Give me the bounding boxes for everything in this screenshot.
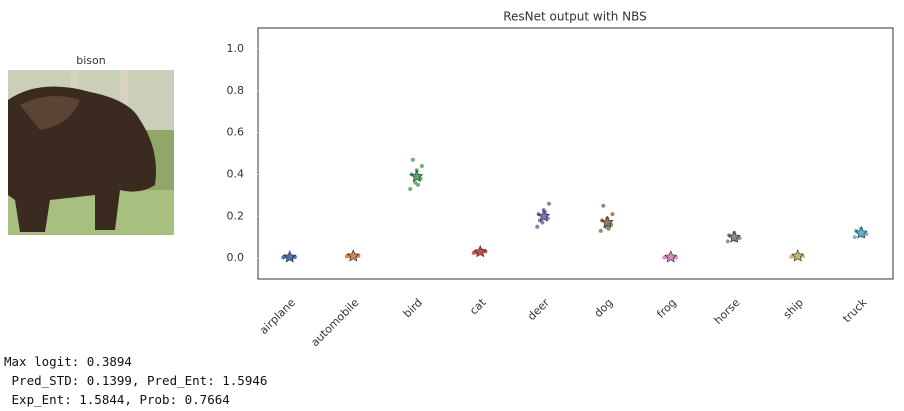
chart-title: ResNet output with NBS bbox=[503, 10, 647, 24]
y-tick-label: 0.2 bbox=[227, 209, 245, 222]
y-tick-label: 0.0 bbox=[227, 251, 245, 264]
output-text: Max logit: 0.3894 Pred_STD: 0.1399, Pred… bbox=[4, 352, 267, 409]
mean-star bbox=[348, 250, 359, 261]
y-tick-label: 0.6 bbox=[227, 126, 245, 139]
sample-point bbox=[853, 235, 857, 239]
y-tick-label: 0.4 bbox=[227, 167, 245, 180]
sample-point bbox=[416, 183, 420, 187]
x-tick-label: airplane bbox=[257, 296, 298, 337]
sample-point bbox=[610, 212, 614, 216]
sample-point bbox=[607, 227, 611, 231]
figure: bison ResNet output with NBS 0.0 0.2 0.4 0.… bbox=[0, 0, 904, 350]
sample-point bbox=[599, 229, 603, 233]
x-tick-label: ship bbox=[781, 296, 806, 321]
x-tick-label: deer bbox=[525, 296, 552, 323]
image-title: bison bbox=[76, 54, 105, 67]
y-tick-label: 1.0 bbox=[227, 42, 245, 55]
x-tick-label: dog bbox=[592, 296, 616, 320]
mean-star bbox=[665, 251, 676, 262]
output-line: Max logit: 0.3894 bbox=[4, 352, 267, 371]
x-tick-label: bird bbox=[401, 296, 425, 320]
mean-star bbox=[284, 251, 295, 262]
x-tick-label: horse bbox=[712, 296, 743, 327]
sample-point bbox=[408, 187, 412, 191]
sample-point bbox=[601, 204, 605, 208]
sample-point bbox=[411, 158, 415, 162]
sample-point bbox=[726, 239, 730, 243]
plot-frame bbox=[258, 28, 893, 279]
page: bison ResNet output with NBS 0.0 0.2 0.4 0.… bbox=[0, 0, 904, 411]
y-tick-label: 0.8 bbox=[227, 84, 245, 97]
bison-image bbox=[8, 70, 174, 235]
output-line: Exp_Ent: 1.5844, Prob: 0.7664 bbox=[4, 390, 267, 409]
output-line: Pred_STD: 0.1399, Pred_Ent: 1.5946 bbox=[4, 371, 267, 390]
sample-point bbox=[420, 164, 424, 168]
x-tick-label: truck bbox=[840, 296, 870, 326]
x-tick-label: automobile bbox=[308, 296, 361, 349]
sample-point bbox=[547, 202, 551, 206]
x-tick-label: cat bbox=[467, 296, 489, 318]
sample-point bbox=[535, 225, 539, 229]
x-tick-label: frog bbox=[654, 296, 679, 321]
mean-star bbox=[475, 246, 486, 257]
mean-star bbox=[792, 250, 803, 261]
